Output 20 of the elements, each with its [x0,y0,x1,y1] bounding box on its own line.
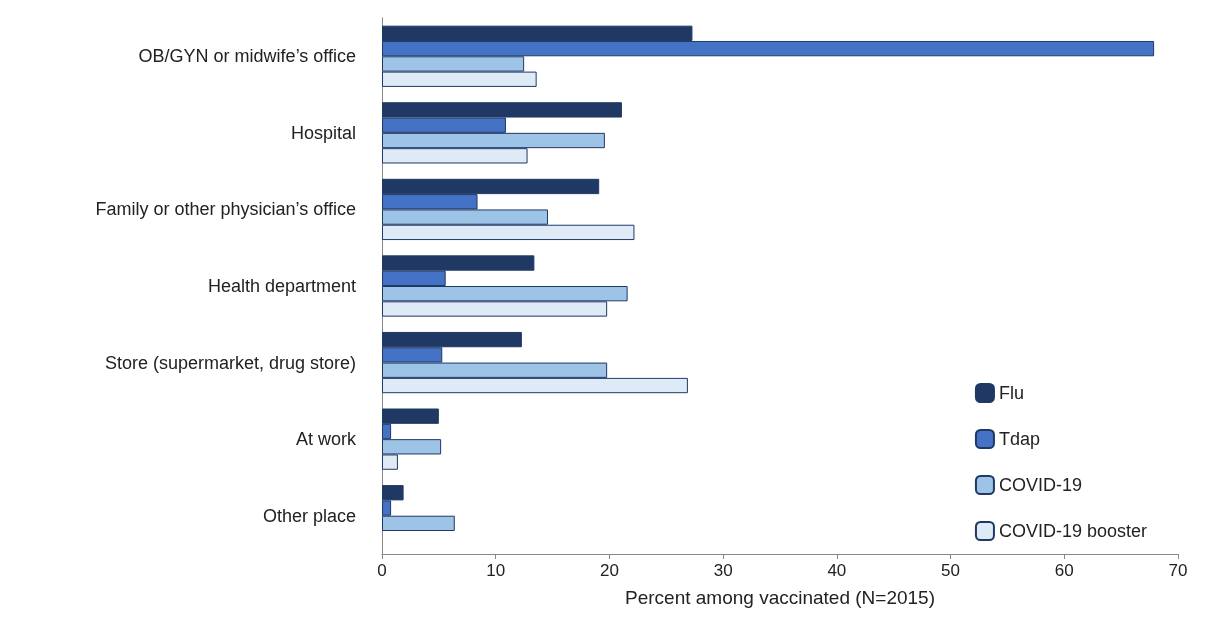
legend-label: Flu [998,383,1024,403]
x-tick-label: 10 [486,561,506,580]
y-tick-label: At work [295,429,357,450]
y-tick-label: Other place [262,505,356,526]
legend-label: COVID-19 [998,475,1082,495]
x-tick-label: 0 [377,561,387,580]
y-tick-label: OB/GYN or midwife’s office [138,46,356,67]
x-tick-label: 70 [1168,561,1188,580]
x-tick-label: 30 [713,561,733,580]
x-tick-label: 40 [827,561,847,580]
legend-label: Tdap [998,429,1040,449]
legend-label: COVID-19 booster [998,521,1148,541]
y-tick-label: Hospital [290,122,356,143]
x-tick-label: 60 [1054,561,1074,580]
y-tick-label: Store (supermarket, drug store) [104,352,356,373]
y-tick-label: Health department [207,276,356,296]
x-tick-label: 20 [599,561,619,580]
x-tick-label: 50 [941,561,961,580]
y-tick-label: Family or other physician’s office [95,199,356,220]
x-axis-title: Percent among vaccinated (N=2015) [625,587,935,608]
